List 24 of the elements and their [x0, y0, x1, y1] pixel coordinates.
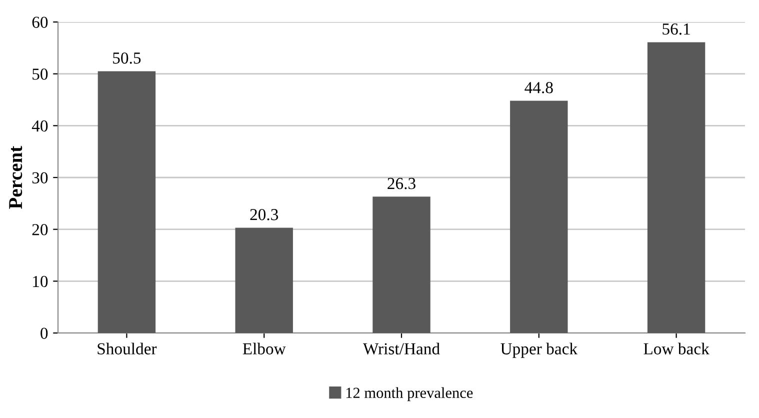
y-tick-label: 60	[32, 16, 48, 28]
y-tick-label: 10	[33, 276, 48, 288]
x-tick-label: Wrist/Hand	[362, 342, 440, 355]
y-tick-label: 40	[32, 120, 48, 132]
data-label: 56.1	[662, 23, 690, 35]
x-tick-label: Shoulder	[98, 342, 157, 354]
y-tick-label: 0	[40, 328, 48, 339]
bar	[98, 71, 156, 333]
bar	[372, 196, 430, 333]
x-tick-label: Low back	[644, 342, 710, 354]
bar	[235, 228, 293, 333]
legend-label: 12 month prevalence	[346, 387, 473, 402]
x-tick-label: Elbow	[242, 342, 286, 354]
data-label: 50.5	[113, 52, 141, 64]
data-label: 26.3	[388, 178, 416, 190]
x-tick-label: Upper back	[500, 342, 578, 358]
bar	[510, 100, 568, 333]
y-tick-label: 20	[32, 224, 48, 236]
y-tick-label: 30	[32, 172, 48, 184]
data-label: 20.3	[250, 208, 278, 220]
y-axis-title: Percent	[9, 146, 22, 209]
bar	[647, 42, 706, 333]
data-label: 44.8	[524, 82, 553, 94]
y-tick-label: 50	[32, 68, 48, 80]
